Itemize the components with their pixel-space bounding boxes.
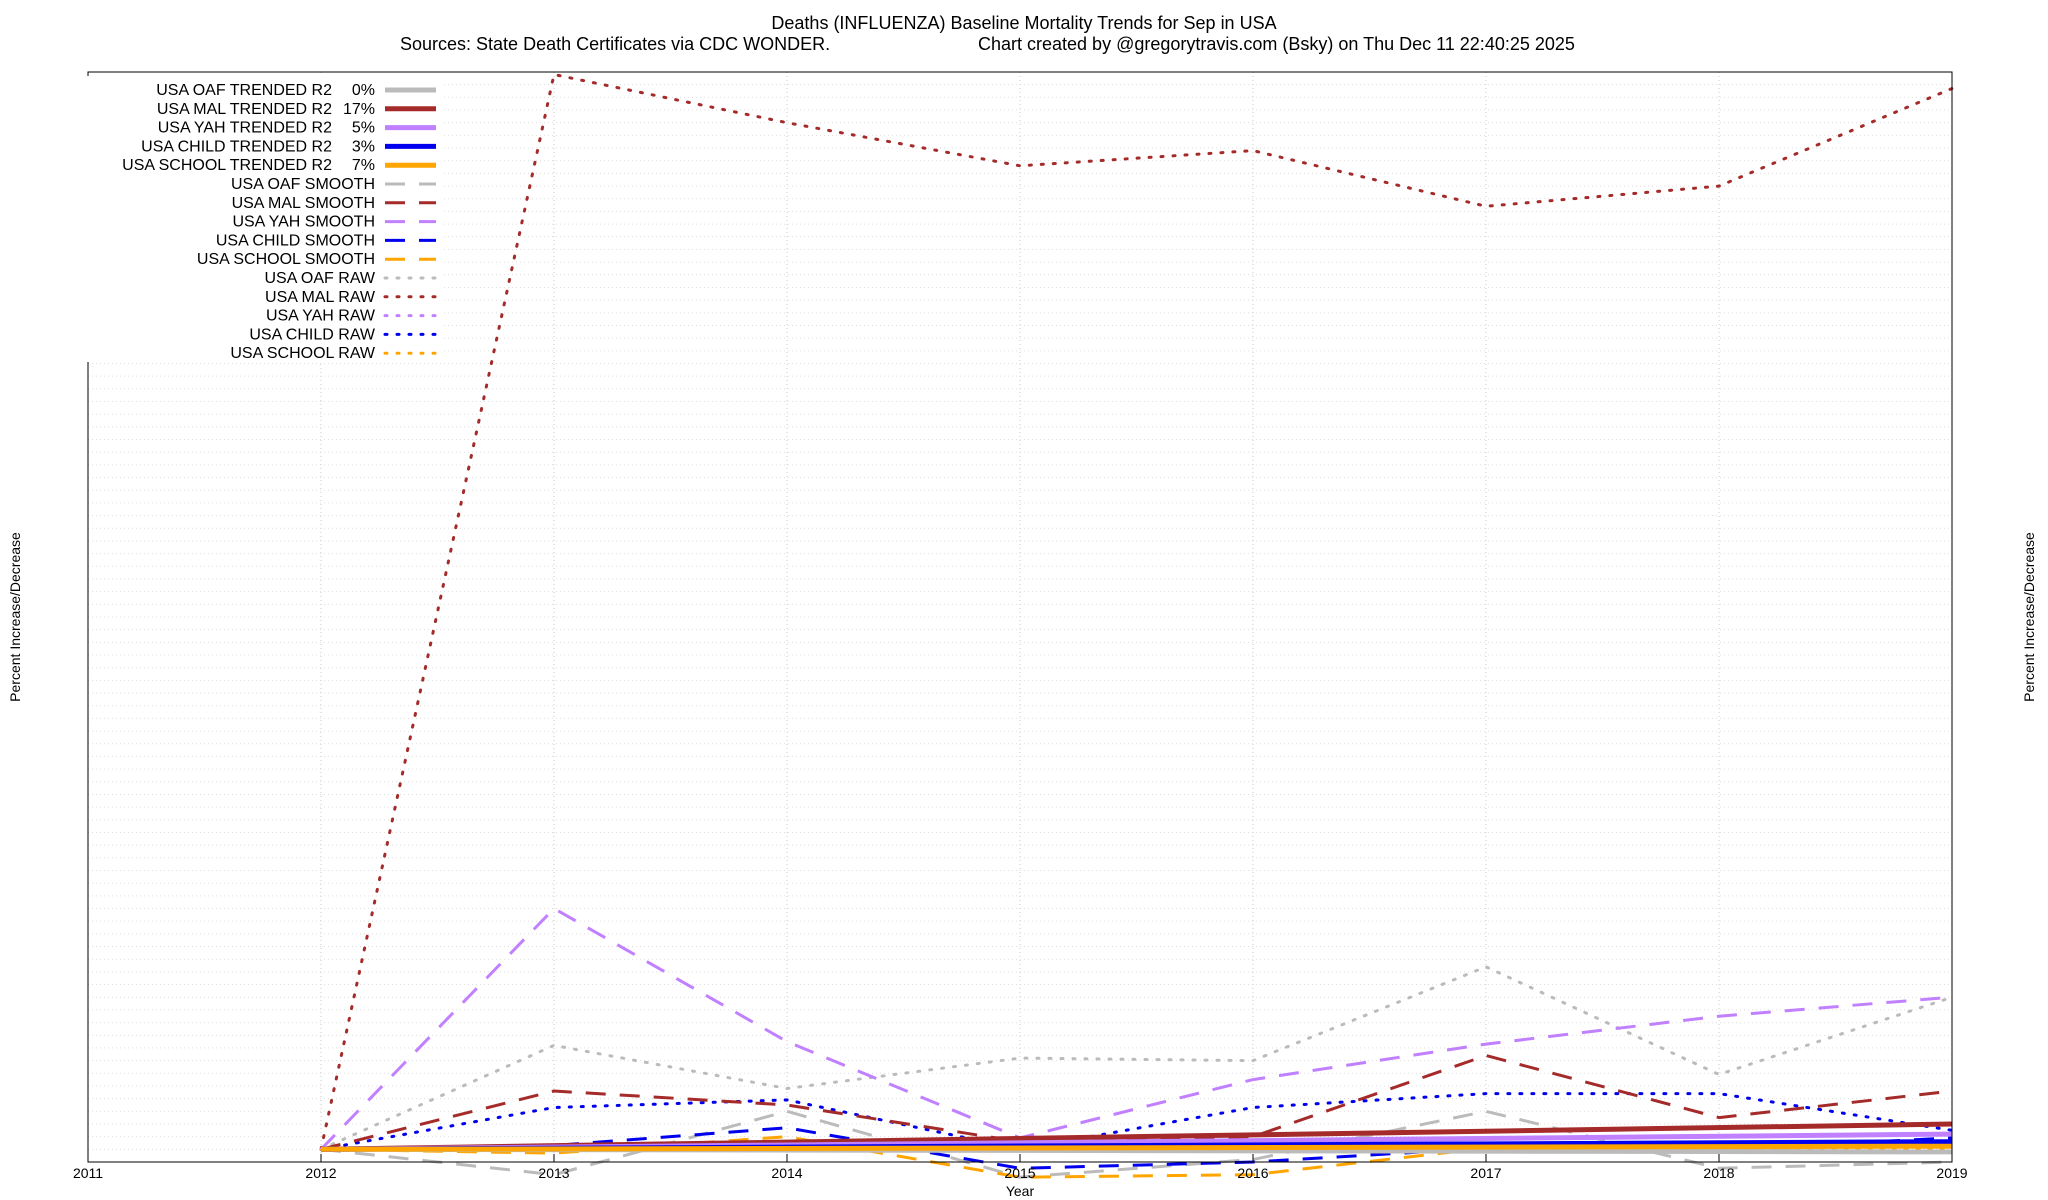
y-axis-title-left: Percent Increase/Decrease <box>7 532 23 702</box>
legend-label: USA CHILD TRENDED R2 <box>141 138 332 155</box>
x-tick-label: 2015 <box>1004 1165 1035 1181</box>
legend-r2-value: 3% <box>352 138 375 155</box>
chart-subtitle-left: Sources: State Death Certificates via CD… <box>400 34 830 54</box>
chart-title: Deaths (INFLUENZA) Baseline Mortality Tr… <box>771 13 1276 33</box>
x-axis-title: Year <box>1006 1183 1035 1199</box>
legend-label: USA CHILD RAW <box>249 326 376 343</box>
series-line-usa-oaf-smooth <box>320 1109 1953 1179</box>
legend-label: USA OAF RAW <box>264 270 375 287</box>
legend-r2-value: 5% <box>352 120 375 137</box>
series-line-usa-child-raw <box>319 1092 1954 1151</box>
legend-label: USA CHILD SMOOTH <box>216 232 375 249</box>
tick-layer: 2011 2012 2013 2014 2015 2016 2017 2018 2019 <box>73 1154 1968 1181</box>
x-tick-label: 2016 <box>1237 1165 1268 1181</box>
legend-r2-value: 0% <box>352 82 375 99</box>
legend-label: USA YAH SMOOTH <box>232 214 375 231</box>
series-layer <box>319 73 1954 1179</box>
x-tick-label: 2019 <box>1936 1165 1967 1181</box>
legend: USA OAF TRENDED R2 0% USA MAL TRENDED R2 17… <box>82 76 442 362</box>
legend-label: USA YAH RAW <box>266 308 376 325</box>
x-tick-label: 2017 <box>1470 1165 1501 1181</box>
legend-background <box>82 76 442 362</box>
legend-label: USA SCHOOL TRENDED R2 <box>122 157 332 174</box>
legend-label: USA SCHOOL RAW <box>230 345 376 362</box>
grid <box>88 71 1952 1163</box>
legend-r2-value: 7% <box>352 157 375 174</box>
legend-label: USA MAL RAW <box>265 289 376 306</box>
x-tick-label: 2011 <box>73 1165 103 1181</box>
y-axis-title-right: Percent Increase/Decrease <box>2021 532 2037 702</box>
series-line-usa-mal-raw <box>319 73 1954 1151</box>
legend-label: USA SCHOOL SMOOTH <box>197 251 375 268</box>
legend-label: USA OAF SMOOTH <box>231 176 375 193</box>
legend-label: USA YAH TRENDED R2 <box>158 120 332 137</box>
x-tick-label: 2018 <box>1703 1165 1734 1181</box>
series-line-usa-school-trended-r2 <box>320 1143 1953 1152</box>
chart-subtitle-right: Chart created by @gregorytravis.com (Bsk… <box>978 34 1575 54</box>
legend-label: USA MAL TRENDED R2 <box>157 101 332 118</box>
legend-r2-value: 17% <box>343 101 375 118</box>
legend-label: USA OAF TRENDED R2 <box>156 82 332 99</box>
legend-label: USA MAL SMOOTH <box>232 195 375 212</box>
x-tick-label: 2014 <box>771 1165 802 1181</box>
series-line-usa-yah-smooth <box>319 907 1953 1151</box>
x-tick-label: 2012 <box>305 1165 336 1181</box>
x-tick-label: 2013 <box>538 1165 569 1181</box>
